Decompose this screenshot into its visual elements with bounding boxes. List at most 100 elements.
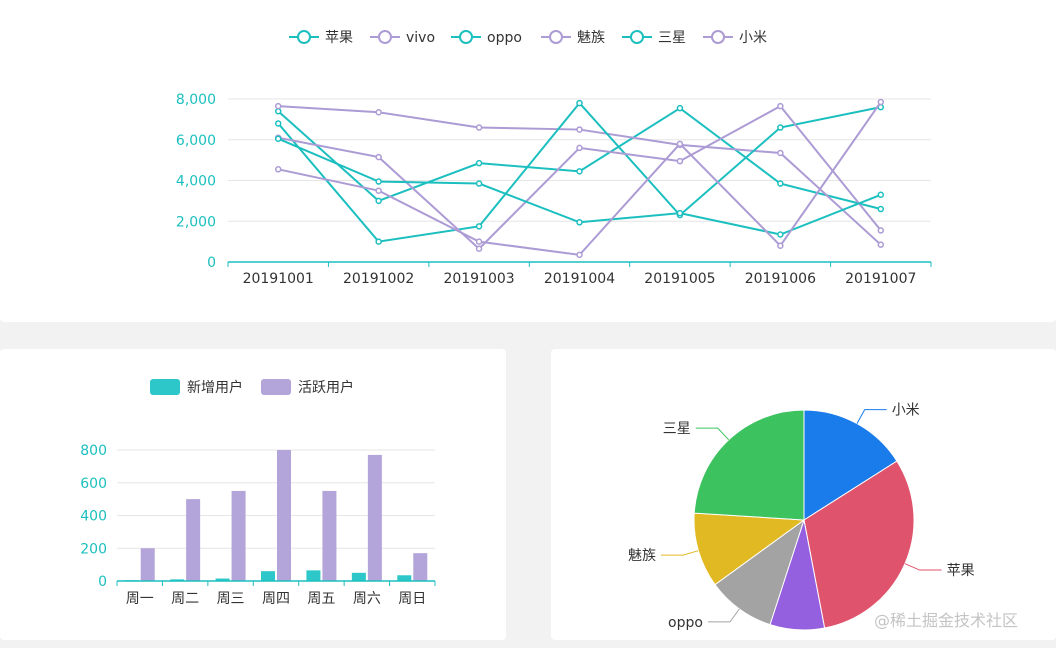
legend-label: vivo bbox=[406, 30, 435, 46]
bar-活跃用户[interactable] bbox=[186, 499, 201, 581]
bar-新增用户[interactable] bbox=[170, 579, 185, 581]
x-tick-label: 20191004 bbox=[544, 271, 615, 287]
pie-slice-魅族[interactable] bbox=[693, 512, 806, 586]
data-point[interactable] bbox=[375, 178, 382, 185]
data-point[interactable] bbox=[375, 108, 382, 116]
slice-label: 三星 bbox=[663, 421, 691, 437]
data-point[interactable] bbox=[375, 153, 382, 161]
data-point[interactable] bbox=[877, 205, 885, 213]
data-point[interactable] bbox=[676, 209, 684, 217]
data-point[interactable] bbox=[274, 135, 282, 142]
bar-活跃用户[interactable] bbox=[367, 454, 382, 581]
series-line-苹果 bbox=[277, 106, 882, 210]
slice-label: 小米 bbox=[892, 403, 920, 419]
data-point[interactable] bbox=[274, 102, 282, 110]
data-point[interactable] bbox=[274, 120, 282, 127]
data-point[interactable] bbox=[777, 102, 784, 110]
bar-活跃用户[interactable] bbox=[322, 490, 337, 581]
legend-label: 新增用户 bbox=[187, 379, 243, 396]
data-point[interactable] bbox=[576, 219, 583, 226]
legend-item-新增用户[interactable]: 新增用户 bbox=[150, 379, 243, 396]
data-point[interactable] bbox=[475, 180, 483, 187]
legend-label: 活跃用户 bbox=[298, 379, 354, 396]
y-tick-label: 200 bbox=[80, 541, 107, 557]
label-line bbox=[661, 550, 699, 556]
data-point[interactable] bbox=[676, 140, 684, 148]
line-chart-card: 0 2,000 4,000 6,000 8,000 20191001 20191002 201… bbox=[0, 0, 1056, 322]
data-point[interactable] bbox=[375, 238, 382, 245]
x-tick-label: 周二 bbox=[171, 591, 199, 607]
pie-slice-小米[interactable] bbox=[803, 409, 898, 521]
data-point[interactable] bbox=[475, 245, 483, 253]
legend-marker-icon bbox=[630, 30, 644, 44]
legend-marker-icon bbox=[711, 30, 725, 44]
data-point[interactable] bbox=[877, 241, 885, 248]
x-tick-label: 20191007 bbox=[845, 271, 916, 287]
data-point[interactable] bbox=[576, 251, 583, 259]
legend-item-苹果[interactable]: 苹果 bbox=[289, 30, 353, 46]
data-point[interactable] bbox=[576, 144, 583, 152]
bar-活跃用户[interactable] bbox=[231, 490, 246, 581]
legend-marker-icon bbox=[459, 30, 473, 44]
x-tick-label: 20191003 bbox=[443, 271, 514, 287]
data-point[interactable] bbox=[576, 99, 583, 107]
data-point[interactable] bbox=[777, 231, 784, 238]
pie-chart-card: 小米 苹果 oppo 魅族 三星 bbox=[551, 349, 1056, 640]
legend-item-活跃用户[interactable]: 活跃用户 bbox=[261, 379, 354, 396]
legend-label: 三星 bbox=[658, 30, 686, 46]
x-tick-label: 20191001 bbox=[243, 271, 314, 287]
bar-新增用户[interactable] bbox=[351, 572, 366, 581]
bar-活跃用户[interactable] bbox=[277, 450, 291, 581]
bar-新增用户[interactable] bbox=[306, 570, 321, 581]
data-point[interactable] bbox=[676, 157, 684, 165]
data-point[interactable] bbox=[877, 227, 885, 234]
data-point[interactable] bbox=[777, 149, 784, 157]
bar-活跃用户[interactable] bbox=[413, 553, 428, 581]
label-line bbox=[695, 427, 730, 441]
data-point[interactable] bbox=[777, 242, 784, 249]
x-tick-label: 周四 bbox=[262, 591, 290, 607]
data-point[interactable] bbox=[475, 238, 483, 245]
data-point[interactable] bbox=[375, 197, 382, 205]
pie-slice-苹果[interactable] bbox=[803, 460, 915, 629]
bar-新增用户[interactable] bbox=[215, 578, 230, 581]
legend-item-三星[interactable]: 三星 bbox=[622, 30, 686, 46]
legend-item-魅族[interactable]: 魅族 bbox=[541, 30, 605, 46]
data-point[interactable] bbox=[877, 191, 885, 199]
y-tick-label: 0 bbox=[98, 574, 107, 590]
y-tick-label: 800 bbox=[80, 443, 107, 459]
data-point[interactable] bbox=[475, 159, 483, 167]
data-point[interactable] bbox=[475, 223, 483, 230]
legend-marker-icon bbox=[297, 30, 311, 44]
legend-marker-icon bbox=[549, 30, 563, 44]
data-point[interactable] bbox=[274, 107, 282, 115]
legend-item-小米[interactable]: 小米 bbox=[703, 30, 767, 46]
data-point[interactable] bbox=[475, 124, 483, 131]
data-point[interactable] bbox=[777, 124, 784, 131]
y-tick-label: 6,000 bbox=[176, 133, 216, 149]
bar-活跃用户[interactable] bbox=[140, 548, 155, 581]
data-point[interactable] bbox=[676, 104, 684, 112]
x-tick-label: 20191002 bbox=[343, 271, 414, 287]
legend-label: oppo bbox=[487, 30, 522, 46]
data-point[interactable] bbox=[777, 180, 784, 187]
data-point[interactable] bbox=[274, 166, 282, 173]
legend-item-oppo[interactable]: oppo bbox=[451, 30, 522, 46]
data-point[interactable] bbox=[576, 168, 583, 175]
data-point[interactable] bbox=[877, 98, 885, 106]
line-chart: 0 2,000 4,000 6,000 8,000 20191001 20191002 201… bbox=[176, 30, 932, 287]
bar-新增用户[interactable] bbox=[261, 571, 275, 581]
pie-slice-三星[interactable] bbox=[693, 409, 805, 521]
label-line bbox=[707, 608, 740, 623]
bar-chart: 0 200 400 600 800 周一 周二 周三 周四 周五 周六 周日 新增用户 活跃用户 bbox=[80, 379, 436, 607]
data-point[interactable] bbox=[576, 126, 583, 133]
x-tick-label: 周日 bbox=[398, 591, 426, 607]
data-point[interactable] bbox=[375, 187, 382, 194]
legend-marker-icon bbox=[378, 30, 392, 44]
bar-新增用户[interactable] bbox=[397, 575, 412, 581]
slice-label: 苹果 bbox=[947, 563, 975, 579]
bar-chart-card: 0 200 400 600 800 周一 周二 周三 周四 周五 周六 周日 新增用户 活跃用户 bbox=[0, 349, 506, 640]
legend-item-vivo[interactable]: vivo bbox=[370, 30, 435, 46]
y-tick-label: 400 bbox=[80, 509, 107, 525]
